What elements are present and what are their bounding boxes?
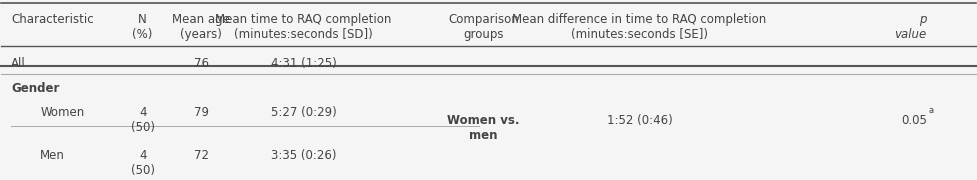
Text: 3:35 (0:26): 3:35 (0:26) [271, 149, 336, 162]
Text: N
(%): N (%) [133, 13, 152, 41]
Text: 72: 72 [193, 149, 209, 162]
Text: Women vs.
men: Women vs. men [447, 114, 520, 142]
Text: Comparison
groups: Comparison groups [448, 13, 519, 41]
Text: Men: Men [40, 149, 65, 162]
Text: Characteristic: Characteristic [11, 13, 94, 26]
Text: 4:31 (1:25): 4:31 (1:25) [271, 57, 336, 71]
Text: p
value: p value [895, 13, 927, 41]
Text: a: a [929, 106, 934, 115]
Text: All: All [11, 57, 25, 71]
Text: 4
(50): 4 (50) [131, 149, 154, 177]
Text: 4
(50): 4 (50) [131, 106, 154, 134]
Text: 76: 76 [193, 57, 209, 71]
Text: 0.05: 0.05 [901, 114, 927, 127]
Text: Mean time to RAQ completion
(minutes:seconds [SD]): Mean time to RAQ completion (minutes:sec… [215, 13, 392, 41]
Text: Mean difference in time to RAQ completion
(minutes:seconds [SE]): Mean difference in time to RAQ completio… [512, 13, 767, 41]
Text: Women: Women [40, 106, 85, 119]
Text: Gender: Gender [11, 82, 60, 94]
Text: 5:27 (0:29): 5:27 (0:29) [271, 106, 336, 119]
Text: 79: 79 [193, 106, 209, 119]
Text: 1:52 (0:46): 1:52 (0:46) [607, 114, 672, 127]
Text: Mean age
(years): Mean age (years) [172, 13, 230, 41]
